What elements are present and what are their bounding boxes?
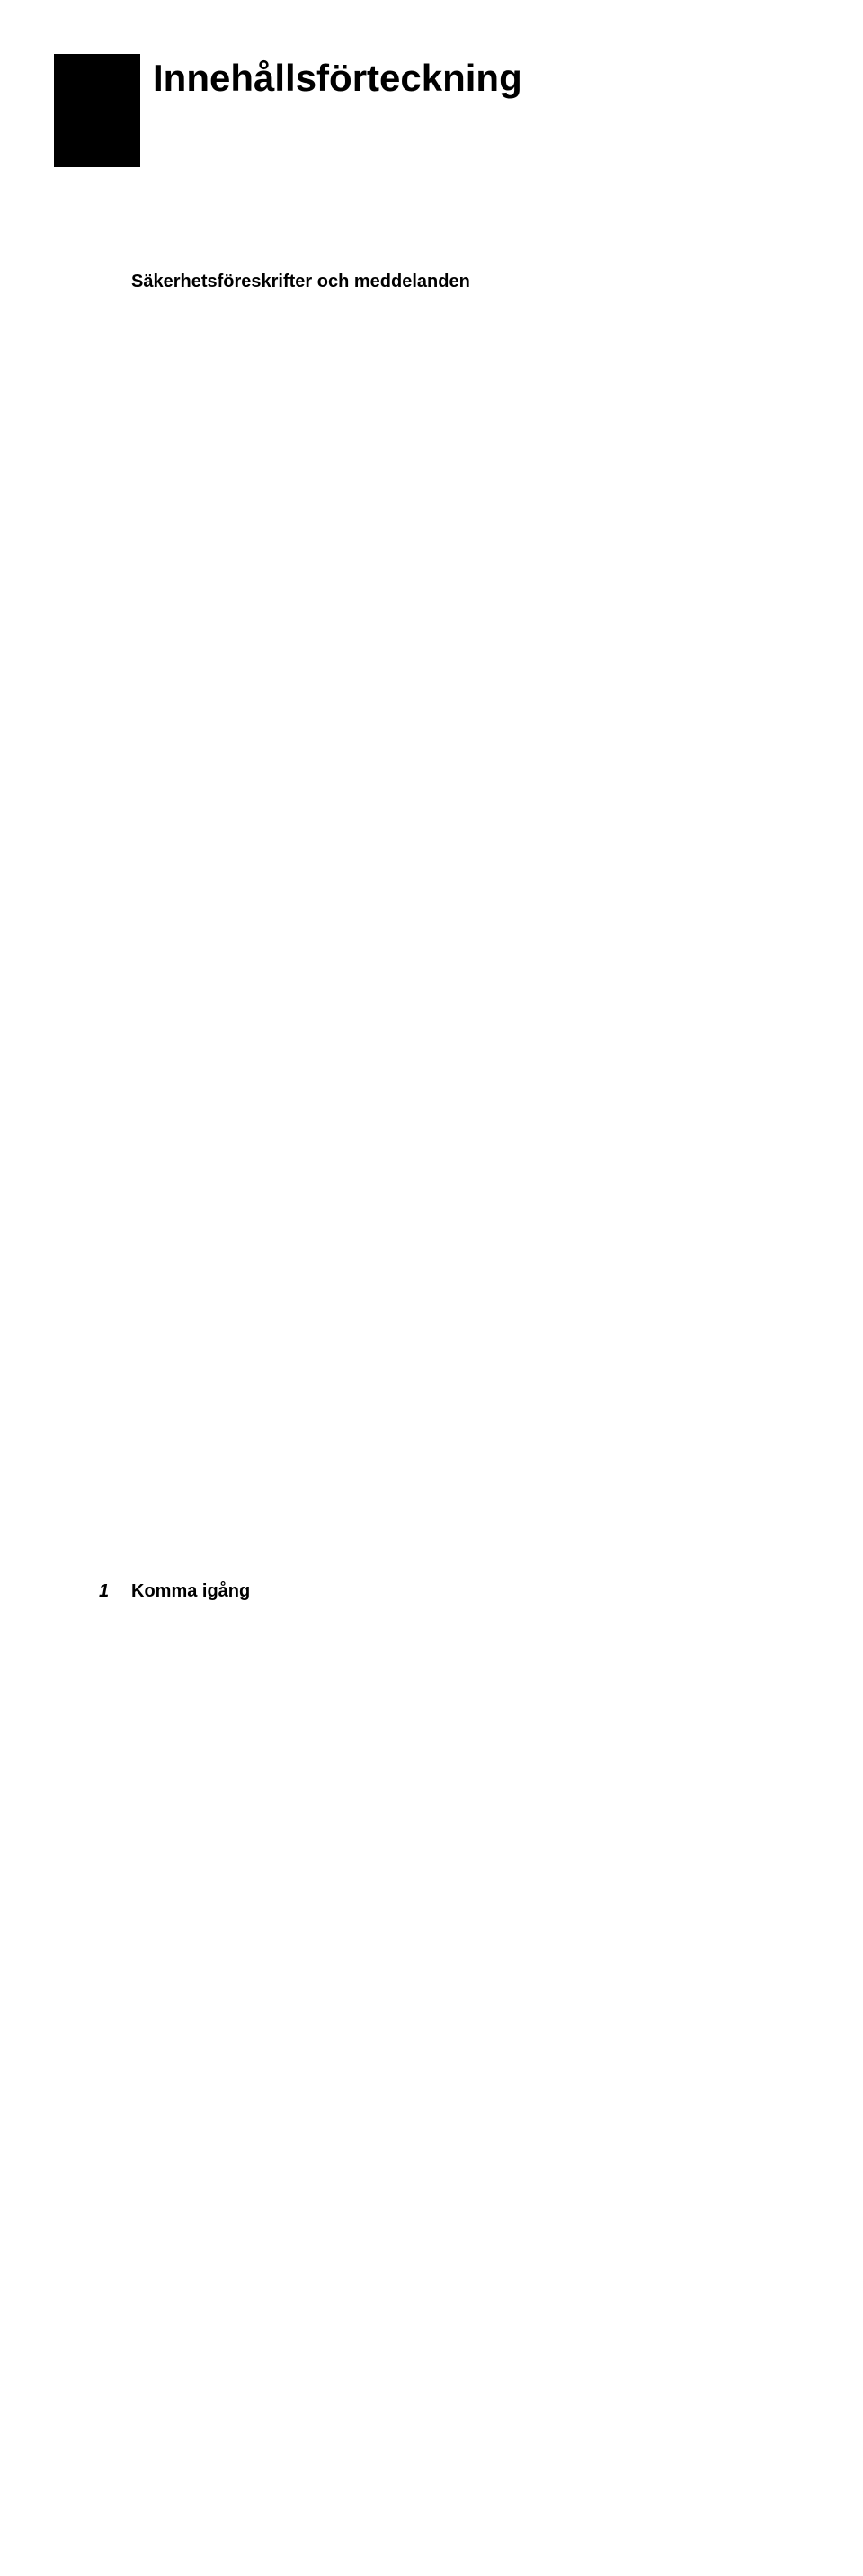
toc-row: 1Komma igång1 bbox=[99, 1522, 782, 2576]
table-of-contents: Säkerhetsföreskrifter och meddelandeniii… bbox=[99, 212, 782, 2576]
title-row: Innehållsförteckning bbox=[99, 54, 782, 167]
toc-entry-label: Komma igång bbox=[131, 1576, 250, 1606]
toc-entry-label: Säkerhetsföreskrifter och meddelanden bbox=[131, 266, 470, 297]
heading-marker-box bbox=[54, 54, 140, 167]
toc-entry-page: 1 bbox=[250, 1522, 863, 2576]
toc-entry-number: 1 bbox=[99, 1576, 131, 1606]
toc-gap bbox=[99, 1500, 782, 1522]
page: Innehållsförteckning Säkerhetsföreskrift… bbox=[0, 0, 863, 2576]
toc-entry-page: iii bbox=[470, 212, 863, 1500]
toc-row: Säkerhetsföreskrifter och meddelandeniii bbox=[99, 212, 782, 1500]
page-title: Innehållsförteckning bbox=[153, 54, 522, 99]
